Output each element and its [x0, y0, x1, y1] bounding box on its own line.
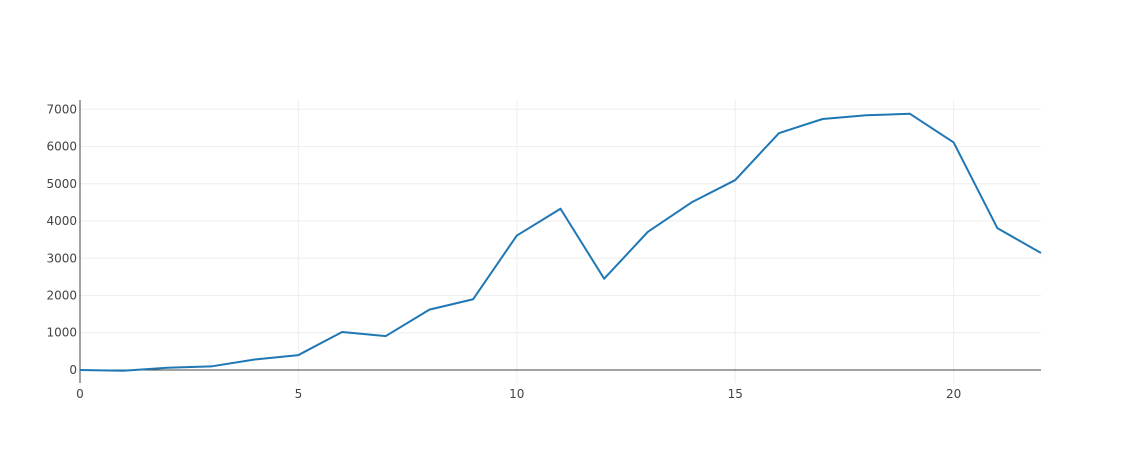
data-point-0-7: [384, 334, 388, 338]
x-tick-label-10: 10: [509, 387, 524, 401]
data-point-0-15: [733, 178, 737, 182]
data-point-0-18: [864, 113, 868, 117]
data-point-0-0: [78, 368, 82, 372]
data-point-0-5: [296, 353, 300, 357]
data-point-0-2: [165, 366, 169, 370]
grid-layer: [80, 100, 1041, 383]
data-point-0-11: [559, 207, 563, 211]
y-tick-label-6000: 6000: [46, 140, 77, 154]
data-point-0-8: [427, 308, 431, 312]
data-point-0-19: [908, 112, 912, 116]
y-tick-label-1000: 1000: [46, 326, 77, 340]
data-point-0-16: [777, 131, 781, 135]
data-point-0-10: [515, 234, 519, 238]
y-tick-label-7000: 7000: [46, 102, 77, 116]
data-point-0-13: [646, 230, 650, 234]
data-point-0-22: [1039, 251, 1043, 255]
x-tick-label-15: 15: [728, 387, 743, 401]
data-point-0-17: [821, 117, 825, 121]
data-point-0-21: [995, 226, 999, 230]
data-point-0-14: [690, 200, 694, 204]
y-tick-label-0: 0: [69, 363, 77, 377]
series-layer: [78, 112, 1043, 373]
data-point-0-9: [471, 297, 475, 301]
data-point-0-20: [952, 140, 956, 144]
data-point-0-12: [602, 277, 606, 281]
y-tick-label-5000: 5000: [46, 177, 77, 191]
x-tick-label-20: 20: [946, 387, 961, 401]
x-tick-label-5: 5: [295, 387, 303, 401]
data-point-0-1: [122, 369, 126, 373]
data-point-0-6: [340, 330, 344, 334]
axis-layer: [79, 100, 1041, 383]
tick-label-layer: 0 1000 2000 3000 4000 5000 6000 7000 0 5 10 15 20: [46, 102, 961, 401]
x-tick-label-0: 0: [76, 387, 84, 401]
y-tick-label-3000: 3000: [46, 251, 77, 265]
y-tick-label-4000: 4000: [46, 214, 77, 228]
data-point-0-3: [209, 364, 213, 368]
series-line-0: [79, 112, 1042, 372]
y-tick-label-2000: 2000: [46, 288, 77, 302]
data-point-0-4: [253, 358, 257, 362]
